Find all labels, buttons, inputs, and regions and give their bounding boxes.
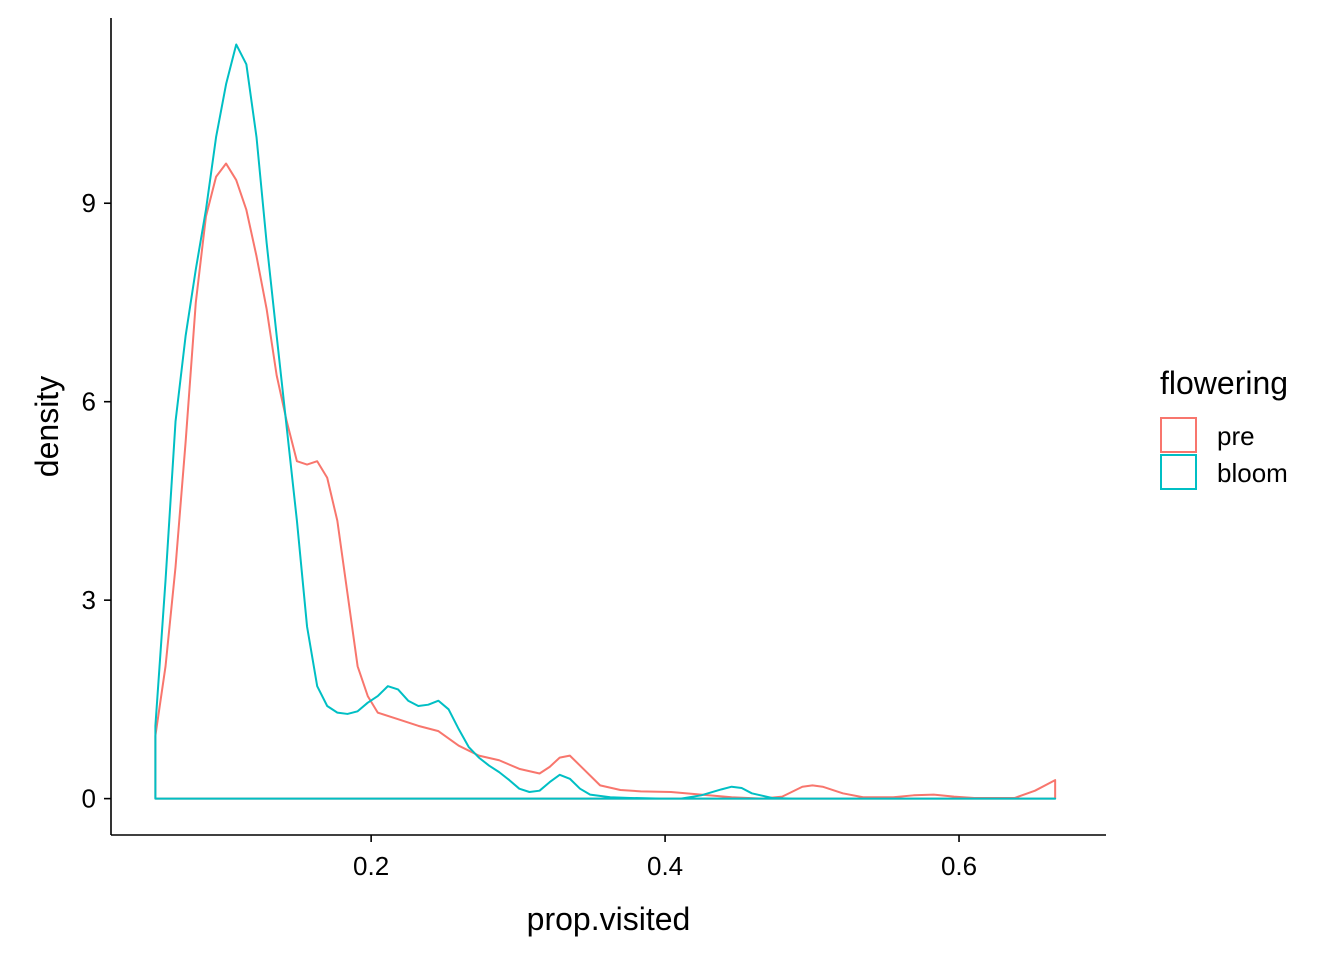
legend-label-bloom: bloom bbox=[1217, 458, 1288, 488]
y-axis-title: density bbox=[29, 376, 65, 477]
legend-key-pre bbox=[1160, 417, 1197, 453]
y-tick-label: 9 bbox=[82, 188, 96, 218]
legend-items: pre bloom bbox=[1160, 417, 1288, 490]
density-line-bloom bbox=[154, 43, 1057, 800]
plot-series-group bbox=[154, 43, 1057, 800]
y-ticks-group: 0 3 6 9 bbox=[82, 188, 111, 814]
legend-title: flowering bbox=[1160, 365, 1288, 401]
legend: flowering pre bloom bbox=[1160, 365, 1288, 490]
y-tick-label: 6 bbox=[82, 387, 96, 417]
x-axis-title: prop.visited bbox=[527, 901, 691, 937]
x-ticks-group: 0.2 0.4 0.6 bbox=[353, 835, 977, 881]
legend-key-bloom bbox=[1160, 454, 1197, 490]
x-tick-label: 0.4 bbox=[647, 851, 683, 881]
y-tick-label: 3 bbox=[82, 585, 96, 615]
x-tick-label: 0.6 bbox=[941, 851, 977, 881]
y-tick-label: 0 bbox=[82, 784, 96, 814]
legend-label-pre: pre bbox=[1217, 421, 1255, 451]
x-tick-label: 0.2 bbox=[353, 851, 389, 881]
axes-group bbox=[110, 18, 1106, 836]
density-line-pre bbox=[154, 162, 1057, 800]
